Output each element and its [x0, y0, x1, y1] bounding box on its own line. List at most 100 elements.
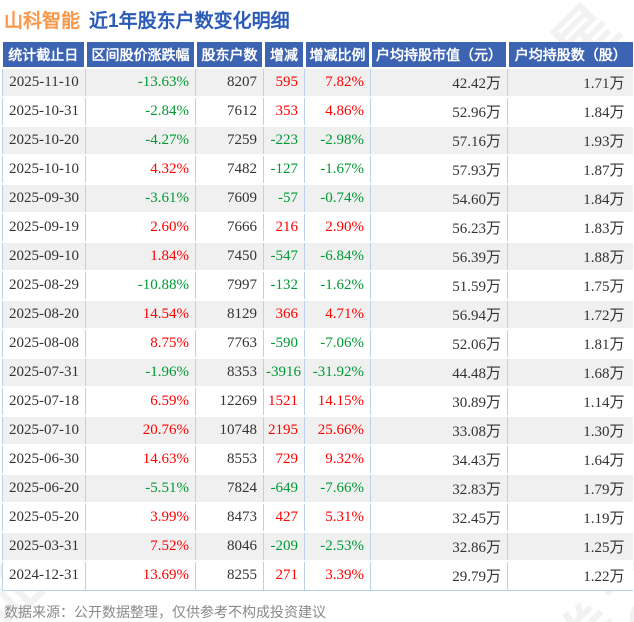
cell-holder-count: 7824: [195, 474, 264, 503]
table-row: 2025-05-20 3.99% 8473 427 5.31% 32.45万 1.19万: [2, 503, 633, 532]
cell-holder-count: 7763: [195, 329, 264, 358]
cell-holder-count: 8207: [195, 68, 264, 97]
cell-holder-delta-pct: -0.74%: [304, 184, 371, 213]
cell-holder-delta-pct: -1.67%: [304, 155, 371, 184]
cell-holder-count: 8129: [195, 300, 264, 329]
column-header-avg-market-value: 户均持股市值（元）: [370, 42, 509, 69]
cell-holder-count: 7259: [195, 126, 264, 155]
cell-avg-shares: 1.71万: [507, 68, 633, 97]
cell-date: 2025-05-20: [2, 503, 86, 532]
table-row: 2025-07-31 -1.96% 8353 -3916 -31.92% 44.48万 1.…: [2, 358, 633, 387]
cell-avg-market-value: 51.59万: [370, 271, 508, 300]
column-header-date: 统计截止日: [2, 42, 87, 69]
cell-avg-shares: 1.79万: [507, 474, 633, 503]
table-row: 2025-09-30 -3.61% 7609 -57 -0.74% 54.60万 1.84万: [2, 184, 633, 213]
cell-price-change-pct: 4.32%: [85, 155, 196, 184]
column-header-avg-shares: 户均持股数（股）: [507, 42, 633, 69]
cell-date: 2025-08-29: [2, 271, 86, 300]
column-header-holder-delta-pct: 增减比例: [304, 42, 372, 69]
table-row: 2025-09-10 1.84% 7450 -547 -6.84% 56.39万 1.88万: [2, 242, 633, 271]
cell-holder-delta: -3916: [263, 358, 305, 387]
cell-date: 2025-03-31: [2, 532, 86, 561]
cell-avg-shares: 1.64万: [507, 445, 633, 474]
cell-holder-delta-pct: 5.31%: [304, 503, 371, 532]
cell-avg-market-value: 34.43万: [370, 445, 508, 474]
cell-holder-delta-pct: -7.66%: [304, 474, 371, 503]
cell-holder-delta: 216: [263, 213, 305, 242]
cell-avg-market-value: 32.86万: [370, 532, 508, 561]
cell-date: 2025-06-20: [2, 474, 86, 503]
cell-price-change-pct: -13.63%: [85, 68, 196, 97]
table-header: 统计截止日 区间股价涨跌幅 股东户数 增减 增减比例 户均持股市值（元） 户均持股数（股）: [2, 42, 633, 69]
cell-holder-count: 12269: [195, 387, 264, 416]
cell-price-change-pct: 14.63%: [85, 445, 196, 474]
cell-avg-market-value: 32.83万: [370, 474, 508, 503]
cell-date: 2025-08-20: [2, 300, 86, 329]
table-row: 2025-08-08 8.75% 7763 -590 -7.06% 52.06万 1.81万: [2, 329, 633, 358]
table-body: 2025-11-10 -13.63% 8207 595 7.82% 42.42万 1.71万…: [2, 68, 633, 590]
cell-date: 2025-11-10: [2, 68, 86, 97]
table-row: 2025-07-18 6.59% 12269 1521 14.15% 30.89万 1.14…: [2, 387, 633, 416]
cell-holder-delta: -649: [263, 474, 305, 503]
cell-holder-delta-pct: -31.92%: [304, 358, 371, 387]
holders-table: 统计截止日 区间股价涨跌幅 股东户数 增减 增减比例 户均持股市值（元） 户均持股数（股） …: [2, 42, 633, 591]
cell-avg-market-value: 57.93万: [370, 155, 508, 184]
cell-holder-delta: 353: [263, 97, 305, 126]
cell-price-change-pct: -3.61%: [85, 184, 196, 213]
cell-avg-shares: 1.87万: [507, 155, 633, 184]
cell-holder-delta: -132: [263, 271, 305, 300]
cell-holder-delta-pct: 9.32%: [304, 445, 371, 474]
cell-holder-count: 8473: [195, 503, 264, 532]
table-row: 2025-06-20 -5.51% 7824 -649 -7.66% 32.83万 1.79…: [2, 474, 633, 503]
cell-price-change-pct: 13.69%: [85, 561, 196, 590]
cell-avg-market-value: 52.06万: [370, 329, 508, 358]
title-subtitle: 近1年股东户数变化明细: [89, 11, 290, 32]
cell-holder-count: 8255: [195, 561, 264, 590]
cell-holder-delta: -57: [263, 184, 305, 213]
cell-date: 2025-09-10: [2, 242, 86, 271]
cell-holder-delta-pct: -7.06%: [304, 329, 371, 358]
cell-holder-delta: 595: [263, 68, 305, 97]
header-row: 统计截止日 区间股价涨跌幅 股东户数 增减 增减比例 户均持股市值（元） 户均持股数（股）: [2, 42, 633, 69]
cell-avg-market-value: 30.89万: [370, 387, 508, 416]
table-row: 2025-08-29 -10.88% 7997 -132 -1.62% 51.59万 1.7…: [2, 271, 633, 300]
cell-avg-market-value: 33.08万: [370, 416, 508, 445]
source-note: 数据来源：公开数据整理，仅供参考不构成投资建议: [4, 603, 326, 620]
cell-holder-delta-pct: 7.82%: [304, 68, 371, 97]
column-header-holder-delta: 增减: [263, 42, 306, 69]
cell-avg-shares: 1.72万: [507, 300, 633, 329]
cell-holder-count: 7482: [195, 155, 264, 184]
cell-holder-delta: 1521: [263, 387, 305, 416]
cell-avg-market-value: 57.16万: [370, 126, 508, 155]
cell-avg-shares: 1.93万: [507, 126, 633, 155]
cell-holder-delta-pct: -2.53%: [304, 532, 371, 561]
cell-avg-market-value: 54.60万: [370, 184, 508, 213]
cell-holder-count: 8046: [195, 532, 264, 561]
column-header-price-change-pct: 区间股价涨跌幅: [85, 42, 197, 69]
cell-price-change-pct: -5.51%: [85, 474, 196, 503]
cell-date: 2025-08-08: [2, 329, 86, 358]
cell-avg-shares: 1.88万: [507, 242, 633, 271]
cell-avg-shares: 1.25万: [507, 532, 633, 561]
cell-holder-delta-pct: 14.15%: [304, 387, 371, 416]
table-row: 2025-03-31 7.52% 8046 -209 -2.53% 32.86万 1.25万: [2, 532, 633, 561]
cell-holder-count: 7666: [195, 213, 264, 242]
cell-holder-delta: -223: [263, 126, 305, 155]
cell-holder-delta-pct: -1.62%: [304, 271, 371, 300]
cell-avg-market-value: 56.94万: [370, 300, 508, 329]
cell-price-change-pct: 3.99%: [85, 503, 196, 532]
table-row: 2025-07-10 20.76% 10748 2195 25.66% 33.08万 1.3…: [2, 416, 633, 445]
cell-date: 2025-09-19: [2, 213, 86, 242]
cell-date: 2024-12-31: [2, 561, 86, 590]
cell-price-change-pct: 7.52%: [85, 532, 196, 561]
cell-holder-delta: 729: [263, 445, 305, 474]
cell-holder-delta-pct: 4.71%: [304, 300, 371, 329]
cell-price-change-pct: 20.76%: [85, 416, 196, 445]
cell-holder-delta: 366: [263, 300, 305, 329]
cell-avg-shares: 1.19万: [507, 503, 633, 532]
table-row: 2025-09-19 2.60% 7666 216 2.90% 56.23万 1.83万: [2, 213, 633, 242]
cell-holder-delta-pct: -2.98%: [304, 126, 371, 155]
cell-date: 2025-10-20: [2, 126, 86, 155]
cell-holder-count: 8353: [195, 358, 264, 387]
cell-avg-shares: 1.81万: [507, 329, 633, 358]
